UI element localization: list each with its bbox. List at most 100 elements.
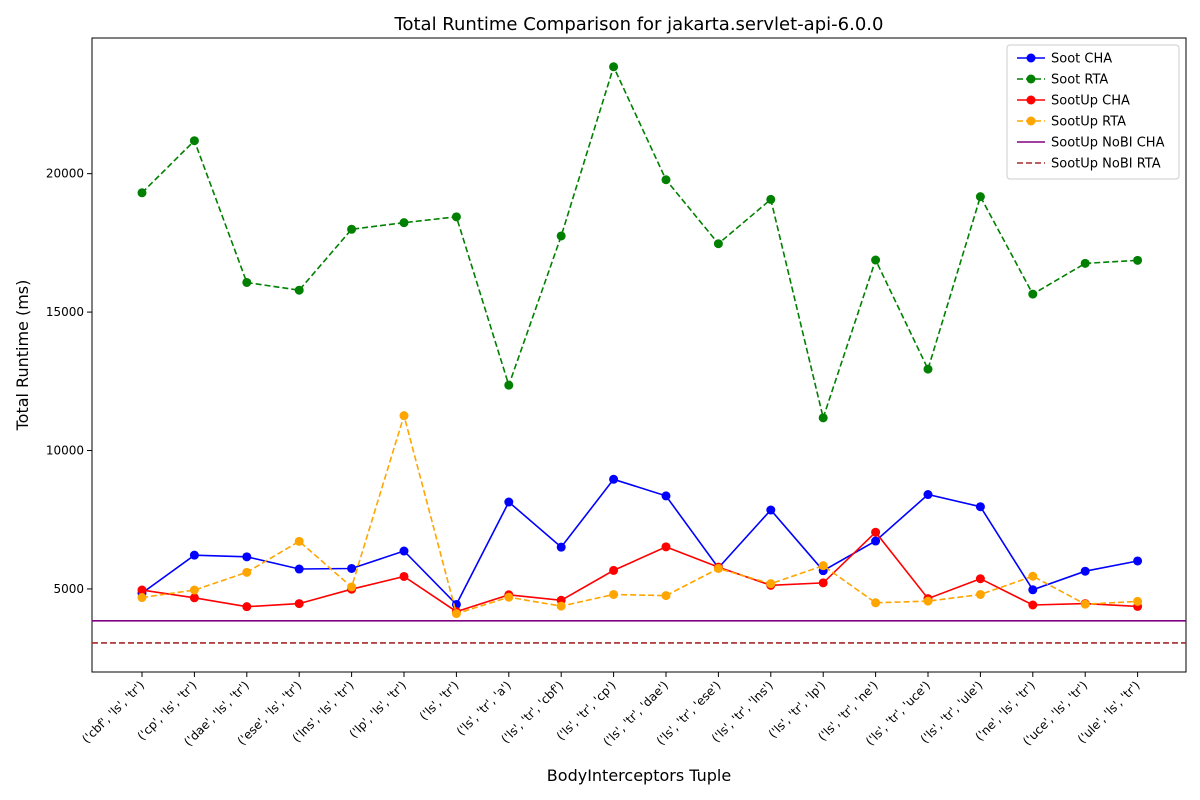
data-point	[294, 285, 304, 295]
data-point	[242, 567, 252, 577]
data-point	[1028, 585, 1038, 595]
data-point	[923, 364, 933, 374]
data-point	[137, 585, 147, 595]
data-point	[556, 601, 566, 611]
legend-item-sootup-nobi-rta: SootUp NoBI RTA	[1017, 157, 1161, 172]
data-point	[923, 490, 933, 500]
data-point	[766, 579, 776, 589]
data-point	[189, 593, 199, 603]
plot-frame	[91, 37, 1187, 673]
data-point	[242, 277, 252, 287]
data-point	[818, 413, 828, 423]
y-tick-label: 5000	[53, 582, 84, 596]
legend-item-soot-cha: Soot CHA	[1017, 52, 1112, 67]
data-point	[189, 136, 199, 146]
chart-title: Total Runtime Comparison for jakarta.ser…	[394, 14, 884, 35]
legend-label: SootUp NoBI CHA	[1051, 136, 1165, 151]
data-point	[871, 255, 881, 265]
data-point	[975, 502, 985, 512]
legend-item-sootup-cha: SootUp CHA	[1017, 94, 1130, 109]
data-point	[609, 589, 619, 599]
data-point	[294, 564, 304, 574]
legend-label: SootUp RTA	[1051, 115, 1126, 130]
data-point	[975, 192, 985, 202]
data-point	[347, 224, 357, 234]
legend: Soot CHA Soot RTA SootUp CHA SootUp RTA Soot…	[1006, 44, 1180, 180]
data-point	[766, 505, 776, 515]
data-point	[451, 212, 461, 222]
data-point	[242, 552, 252, 562]
plot-area	[91, 37, 1187, 673]
data-point	[923, 596, 933, 606]
legend-marker	[1026, 53, 1036, 63]
data-point	[661, 542, 671, 552]
data-point	[556, 542, 566, 552]
data-point	[451, 609, 461, 619]
y-tick-label: 15000	[46, 305, 84, 319]
data-point	[661, 491, 671, 501]
data-point	[242, 602, 252, 612]
legend-label: Soot CHA	[1051, 52, 1112, 67]
data-point	[294, 599, 304, 609]
data-point	[137, 593, 147, 603]
legend-label: Soot RTA	[1051, 73, 1108, 88]
data-point	[975, 589, 985, 599]
legend-label: SootUp NoBI RTA	[1051, 157, 1161, 172]
data-point	[189, 585, 199, 595]
data-point	[609, 474, 619, 484]
data-point	[1133, 556, 1143, 566]
data-point	[818, 578, 828, 588]
y-tick-label: 20000	[46, 167, 84, 181]
legend-marker	[1026, 95, 1036, 105]
data-point	[1028, 600, 1038, 610]
data-point	[399, 571, 409, 581]
data-point	[871, 598, 881, 608]
series-line-sootup-rta	[141, 412, 1138, 615]
data-point	[137, 188, 147, 198]
data-point	[399, 411, 409, 421]
data-point	[1080, 566, 1090, 576]
series-line-soot-rta	[141, 64, 1138, 421]
data-point	[347, 563, 357, 573]
data-point	[556, 231, 566, 241]
series-line-sootup-cha	[141, 531, 1138, 613]
series-sootup-rta	[137, 411, 1143, 619]
data-point	[871, 527, 881, 537]
legend-item-sootup-nobi-cha: SootUp NoBI CHA	[1017, 136, 1165, 151]
data-point	[713, 239, 723, 249]
data-point	[713, 563, 723, 573]
x-axis-title: BodyInterceptors Tuple	[547, 766, 731, 785]
data-point	[1080, 258, 1090, 268]
data-point	[504, 497, 514, 507]
y-axis-title: Total Runtime (ms)	[13, 280, 32, 432]
data-point	[347, 582, 357, 592]
data-point	[399, 546, 409, 556]
legend-item-sootup-rta: SootUp RTA	[1017, 115, 1126, 130]
data-point	[1133, 255, 1143, 265]
data-point	[609, 565, 619, 575]
data-point	[504, 592, 514, 602]
legend-marker	[1026, 116, 1036, 126]
data-point	[1028, 289, 1038, 299]
data-point	[504, 380, 514, 390]
y-tick-label: 10000	[46, 444, 84, 458]
data-point	[661, 591, 671, 601]
data-point	[609, 62, 619, 72]
legend-marker	[1026, 74, 1036, 84]
legend-item-soot-rta: Soot RTA	[1017, 73, 1108, 88]
data-point	[189, 550, 199, 560]
data-point	[399, 218, 409, 228]
data-point	[661, 175, 671, 185]
data-point	[294, 536, 304, 546]
data-point	[766, 194, 776, 204]
series-line-soot-cha	[141, 478, 1138, 606]
data-point	[1080, 599, 1090, 609]
data-point	[818, 561, 828, 571]
legend-label: SootUp CHA	[1051, 94, 1130, 109]
series-soot-rta	[137, 62, 1143, 423]
data-point	[871, 536, 881, 546]
legend-box	[1006, 44, 1180, 180]
data-point	[1028, 571, 1038, 581]
